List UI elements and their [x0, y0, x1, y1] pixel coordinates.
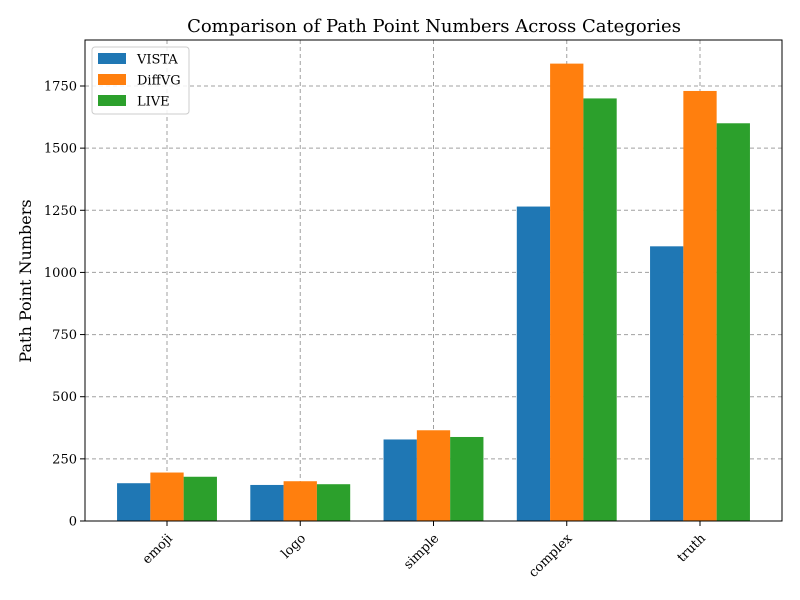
- x-tick-label: emoji: [140, 531, 176, 567]
- y-tick-label: 1250: [44, 204, 77, 219]
- y-tick-label: 1750: [44, 79, 77, 94]
- legend-swatch: [98, 53, 126, 64]
- y-tick-label: 1500: [44, 142, 77, 157]
- y-tick-label: 750: [52, 328, 77, 343]
- bar-diffvg-truth: [683, 90, 717, 522]
- bar-vista-logo: [250, 484, 284, 521]
- bar-diffvg-simple: [416, 430, 451, 521]
- bar-live-simple: [450, 436, 484, 521]
- y-tick-label: 250: [52, 452, 77, 467]
- bar-live-truth: [716, 123, 750, 522]
- bar-diffvg-logo: [283, 481, 317, 521]
- bars: [117, 63, 750, 522]
- x-tick-label: complex: [526, 531, 576, 581]
- y-axis-ticks: 0 250 500 750 1000 1250 1500 1750: [44, 79, 85, 530]
- bar-live-complex: [583, 98, 617, 522]
- legend-label: LIVE: [137, 95, 170, 110]
- bar-vista-simple: [383, 439, 417, 521]
- y-tick-label: 1000: [44, 266, 77, 281]
- y-tick-label: 0: [69, 515, 77, 530]
- x-tick-label: simple: [401, 531, 442, 572]
- bar-vista-complex: [516, 206, 551, 522]
- chart-title: Comparison of Path Point Numbers Across …: [187, 16, 681, 37]
- x-axis-ticks: emoji logo simple complex truth: [140, 521, 710, 581]
- legend-label: VISTA: [136, 53, 178, 68]
- bar-diffvg-complex: [550, 63, 584, 521]
- bar-live-emoji: [183, 476, 217, 521]
- legend-label: DiffVG: [137, 74, 181, 89]
- bar-vista-truth: [650, 246, 684, 521]
- x-tick-label: truth: [675, 531, 710, 566]
- bar-vista-emoji: [117, 483, 151, 521]
- y-tick-label: 500: [52, 390, 77, 405]
- legend-swatch: [98, 74, 126, 85]
- bar-diffvg-emoji: [150, 472, 184, 521]
- legend-swatch: [98, 95, 126, 106]
- y-axis-label: Path Point Numbers: [16, 199, 35, 362]
- legend: VISTA DiffVG LIVE: [91, 46, 190, 115]
- bar-live-logo: [316, 484, 351, 521]
- x-tick-label: logo: [279, 531, 310, 562]
